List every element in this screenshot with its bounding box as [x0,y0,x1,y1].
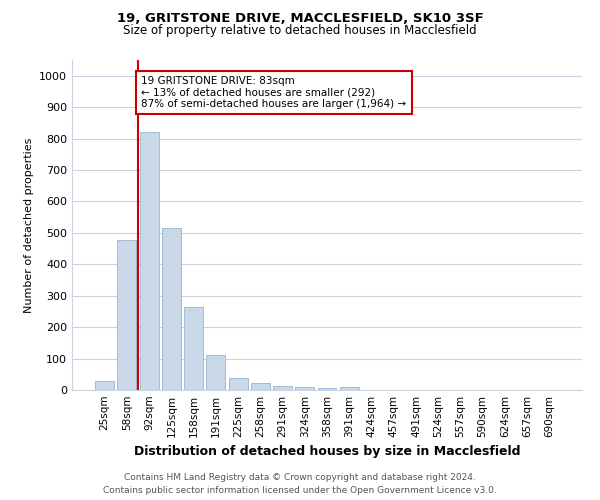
Bar [184,306,203,390]
Bar [295,387,314,390]
Bar [273,386,292,390]
Text: Size of property relative to detached houses in Macclesfield: Size of property relative to detached ho… [123,24,477,37]
X-axis label: Distribution of detached houses by size in Macclesfield: Distribution of detached houses by size … [134,446,520,458]
Bar [140,132,158,390]
Text: 19, GRITSTONE DRIVE, MACCLESFIELD, SK10 3SF: 19, GRITSTONE DRIVE, MACCLESFIELD, SK10 … [116,12,484,26]
Y-axis label: Number of detached properties: Number of detached properties [23,138,34,312]
Text: 19 GRITSTONE DRIVE: 83sqm
← 13% of detached houses are smaller (292)
87% of semi: 19 GRITSTONE DRIVE: 83sqm ← 13% of detac… [142,76,406,109]
Text: Contains HM Land Registry data © Crown copyright and database right 2024.
Contai: Contains HM Land Registry data © Crown c… [103,474,497,495]
Bar [251,383,270,390]
Bar [340,387,359,390]
Bar [317,388,337,390]
Bar [95,381,114,390]
Bar [162,228,181,390]
Bar [229,378,248,390]
Bar [118,240,136,390]
Bar [206,356,225,390]
